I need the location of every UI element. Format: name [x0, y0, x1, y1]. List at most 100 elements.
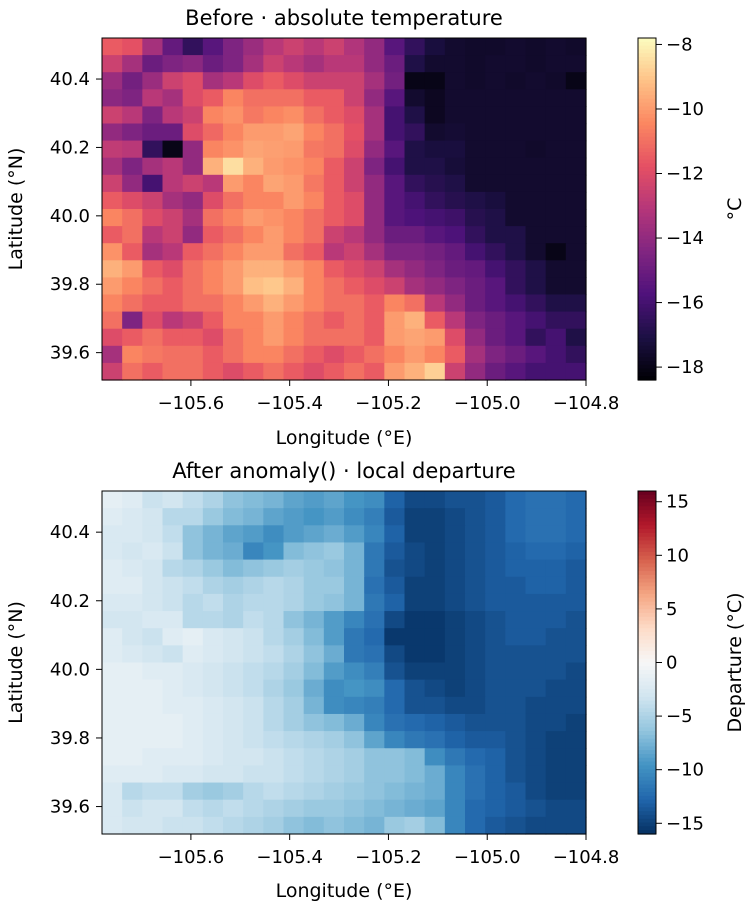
heatmap-cell	[424, 628, 446, 646]
heatmap-cell	[263, 593, 285, 612]
colorbar-segment	[638, 822, 656, 827]
heatmap-cell	[344, 542, 365, 561]
heatmap-cell	[364, 209, 385, 227]
heatmap-cell	[384, 328, 406, 347]
heatmap-cell	[122, 106, 143, 125]
heatmap-cell	[465, 645, 486, 664]
heatmap-cell	[182, 38, 204, 56]
heatmap-cell	[202, 782, 224, 801]
heatmap-cell	[525, 679, 547, 698]
heatmap-cell	[303, 140, 325, 159]
colorbar-segment	[638, 353, 656, 358]
heatmap-cell	[364, 662, 385, 681]
heatmap-cell	[565, 106, 587, 125]
colorbar-segment	[638, 658, 656, 664]
y-tick-label: 39.8	[50, 274, 90, 295]
heatmap-cell	[485, 191, 506, 210]
heatmap-cell	[162, 174, 184, 193]
heatmap-cell	[444, 345, 466, 364]
heatmap-cell	[182, 525, 204, 544]
heatmap-cell	[263, 576, 285, 595]
colorbar-tick-label: 15	[666, 492, 689, 513]
heatmap-cell	[102, 748, 123, 766]
heatmap-cell	[545, 816, 567, 835]
heatmap-cell	[303, 628, 325, 646]
colorbar-segment	[638, 376, 656, 381]
heatmap-cell	[263, 106, 285, 125]
heatmap-cell	[424, 294, 446, 313]
heatmap-cell	[223, 328, 244, 347]
heatmap-cell	[122, 816, 143, 835]
heatmap-cell	[142, 542, 164, 561]
heatmap-cell	[364, 123, 385, 142]
heatmap-cell	[444, 696, 466, 715]
colorbar-segment	[638, 506, 656, 511]
heatmap-cell	[384, 55, 406, 73]
heatmap-cell	[545, 226, 567, 244]
heatmap-cell	[223, 559, 244, 578]
heatmap-cell	[444, 713, 466, 732]
heatmap-cell	[122, 765, 143, 784]
heatmap-cell	[344, 72, 365, 90]
heatmap-cell	[465, 525, 486, 544]
heatmap-cell	[344, 816, 365, 835]
heatmap-cell	[404, 593, 426, 612]
heatmap-cell	[263, 157, 285, 176]
heatmap-cell	[545, 191, 567, 210]
heatmap-cell	[424, 209, 446, 227]
colorbar-segment	[638, 593, 656, 599]
heatmap-cell	[565, 628, 587, 646]
heatmap-cell	[102, 243, 123, 261]
heatmap-cell	[162, 72, 184, 90]
heatmap-cell	[102, 72, 123, 90]
heatmap-cell	[404, 362, 426, 381]
heatmap-cell	[444, 799, 466, 818]
heatmap-cell	[485, 345, 506, 364]
heatmap-cell	[565, 294, 587, 313]
heatmap-cell	[182, 662, 204, 681]
heatmap-cell	[525, 576, 547, 595]
heatmap-cell	[202, 611, 224, 629]
heatmap-cell	[142, 277, 164, 296]
heatmap-cell	[364, 748, 385, 766]
heatmap-cell	[344, 362, 365, 381]
heatmap-cell	[545, 508, 567, 526]
heatmap-cell	[202, 123, 224, 142]
heatmap-cell	[424, 525, 446, 544]
heatmap-cell	[465, 328, 486, 347]
heatmap-cell	[505, 191, 527, 210]
heatmap-cell	[485, 782, 506, 801]
colorbar-segment	[638, 761, 656, 766]
colorbar-segment	[638, 155, 656, 161]
heatmap-cell	[182, 491, 204, 509]
heatmap-cell	[424, 799, 446, 818]
heatmap-cell	[525, 226, 547, 244]
heatmap-cell	[424, 576, 446, 595]
heatmap-cell	[243, 559, 264, 578]
colorbar-segment	[638, 662, 656, 667]
heatmap-cell	[565, 140, 587, 159]
heatmap-cell	[182, 72, 204, 90]
colorbar-segment	[638, 273, 656, 278]
heatmap-cell	[243, 55, 264, 73]
heatmap-cell	[182, 645, 204, 664]
heatmap-cell	[243, 123, 264, 142]
heatmap-cell	[223, 191, 244, 210]
heatmap-cell	[485, 816, 506, 835]
heatmap-cell	[565, 89, 587, 107]
heatmap-cell	[303, 55, 325, 73]
heatmap-cell	[323, 311, 345, 330]
heatmap-cell	[142, 731, 164, 749]
heatmap-cell	[364, 782, 385, 801]
heatmap-cell	[223, 55, 244, 73]
heatmap-cell	[364, 294, 385, 313]
heatmap-cell	[485, 123, 506, 142]
colorbar-tick-label: −12	[666, 164, 704, 185]
colorbar-segment	[638, 224, 656, 229]
heatmap-cell	[102, 731, 123, 749]
heatmap-cell	[243, 731, 264, 749]
heatmap-cell	[182, 191, 204, 210]
heatmap-cell	[283, 696, 305, 715]
heatmap-cell	[525, 311, 547, 330]
